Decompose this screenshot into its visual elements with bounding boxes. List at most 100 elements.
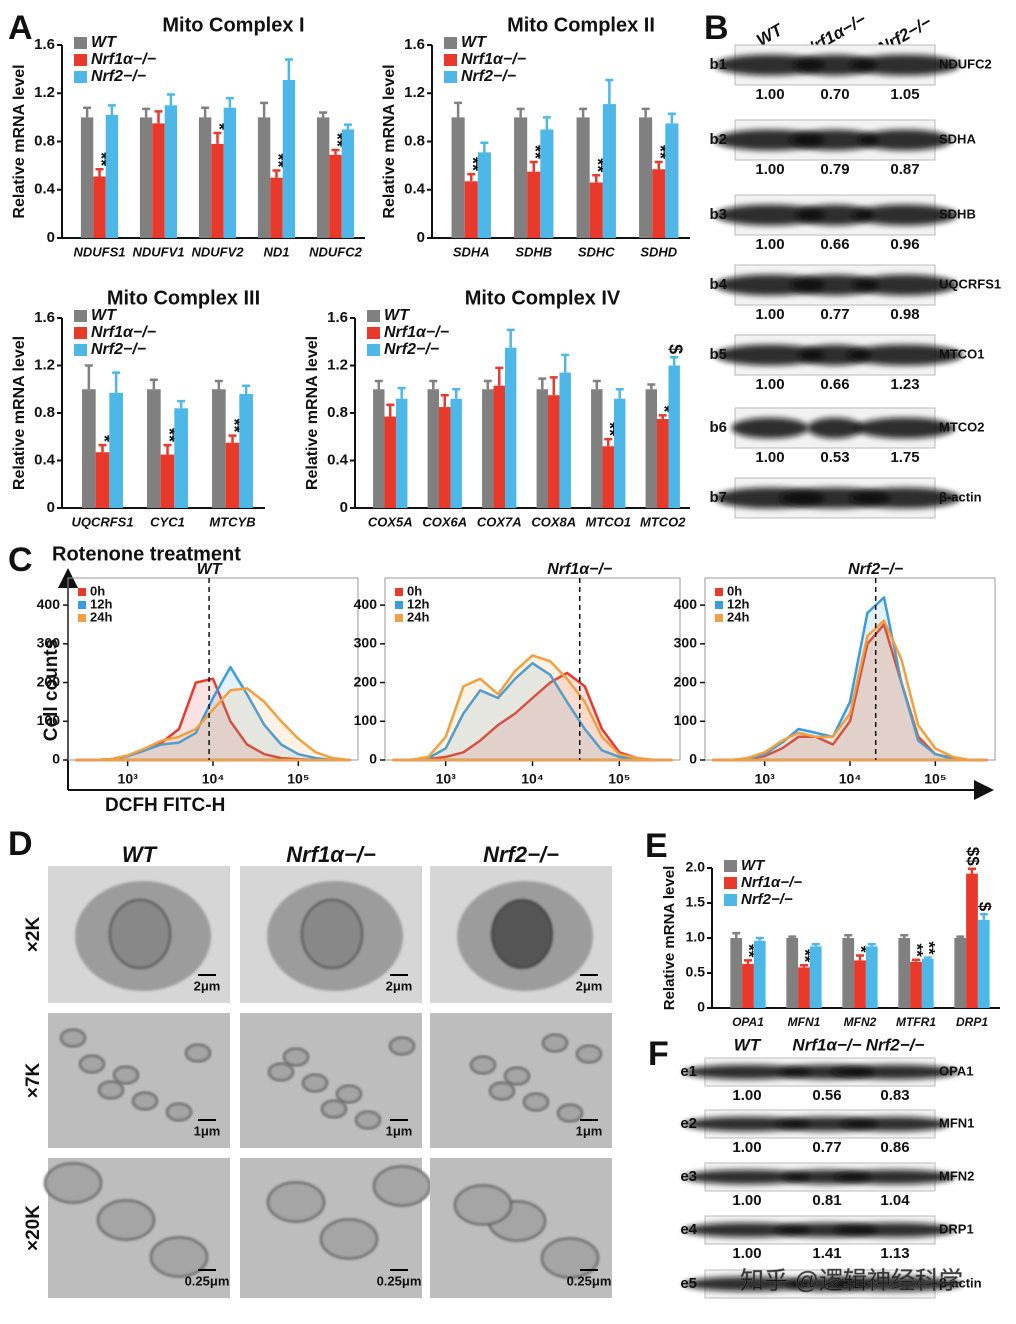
y-tick-label: 400 bbox=[674, 596, 698, 612]
mitochondrion bbox=[454, 1184, 512, 1226]
bar bbox=[223, 107, 237, 238]
y-tick-label: 1.2 bbox=[34, 84, 55, 101]
error-bar bbox=[516, 107, 525, 118]
legend-swatch bbox=[444, 54, 457, 66]
blot-band bbox=[852, 204, 958, 226]
y-tick-label: 0.5 bbox=[686, 964, 706, 980]
blot-quantification: 1.00 bbox=[755, 449, 784, 466]
error-bar bbox=[225, 96, 234, 108]
bar bbox=[257, 117, 271, 238]
chart-title: Rotenone treatment bbox=[52, 543, 241, 565]
protein-label: NDUFC2 bbox=[939, 56, 992, 71]
y-tick-label: 0.4 bbox=[327, 451, 349, 468]
y-tick-label: 0.4 bbox=[404, 181, 426, 198]
y-tick-label: 0 bbox=[689, 751, 697, 767]
blot-band bbox=[849, 54, 961, 76]
y-tick-label: 0.8 bbox=[34, 132, 55, 149]
error-bar bbox=[844, 933, 853, 938]
histogram-curve bbox=[712, 619, 988, 762]
legend-label: Nrf1α−/− bbox=[741, 874, 802, 891]
legend-label: Nrf1α−/− bbox=[91, 324, 156, 341]
x-tick-label: COX7A bbox=[477, 514, 522, 529]
legend-label: 24h bbox=[407, 609, 429, 624]
protein-label: MFN1 bbox=[939, 1115, 974, 1130]
error-bar bbox=[654, 160, 663, 170]
y-tick-label: 200 bbox=[354, 673, 378, 689]
blot-quantification: 1.13 bbox=[880, 1245, 909, 1262]
bar bbox=[613, 398, 626, 508]
bar bbox=[225, 442, 240, 508]
y-tick-label: 1.6 bbox=[404, 36, 425, 53]
bar bbox=[657, 418, 669, 508]
bar bbox=[160, 454, 175, 508]
protein-label: SDHA bbox=[939, 131, 976, 146]
blot-quantification: 1.00 bbox=[755, 306, 784, 323]
mitochondrion bbox=[113, 1065, 139, 1085]
x-tick-label: 10⁵ bbox=[924, 771, 946, 787]
y-axis-label: Relative mRNA level bbox=[11, 64, 28, 218]
panel-label: B bbox=[704, 9, 729, 47]
histogram-curve bbox=[75, 687, 351, 762]
x-tick-label: 10⁴ bbox=[839, 771, 862, 787]
mitochondrion bbox=[79, 1054, 105, 1074]
error-bar bbox=[452, 388, 461, 399]
legend-label: Nrf2−/− bbox=[384, 341, 439, 358]
x-tick-label: 10⁴ bbox=[521, 771, 544, 787]
mitochondrion bbox=[132, 1091, 158, 1111]
bar bbox=[395, 398, 408, 508]
bar bbox=[95, 452, 110, 508]
legend-swatch bbox=[715, 601, 723, 609]
x-tick-label: MTCYB bbox=[209, 514, 255, 529]
mitochondrion bbox=[268, 1062, 294, 1082]
bar bbox=[921, 959, 934, 1008]
blot-quantification: 1.00 bbox=[732, 1192, 761, 1209]
legend-swatch bbox=[395, 614, 403, 622]
x-tick-label: MTFR1 bbox=[896, 1015, 936, 1029]
error-bar bbox=[900, 933, 909, 938]
protein-label: β-actin bbox=[939, 489, 982, 504]
y-tick-label: 1.2 bbox=[404, 84, 425, 101]
x-tick-label: ND1 bbox=[263, 244, 289, 259]
blot-band bbox=[683, 1116, 811, 1132]
error-bar bbox=[214, 379, 223, 390]
blot-quantification: 0.77 bbox=[812, 1139, 841, 1156]
mitochondrion bbox=[283, 1047, 309, 1067]
error-bar bbox=[163, 443, 172, 455]
y-tick-label: 100 bbox=[354, 712, 378, 728]
error-bar bbox=[429, 379, 438, 390]
x-tick-label: NDUFC2 bbox=[309, 244, 362, 259]
error-bar bbox=[495, 366, 504, 386]
bar bbox=[645, 389, 658, 508]
x-axis-label: DCFH FITC-H bbox=[105, 795, 225, 816]
x-tick-label: NDUFS1 bbox=[73, 244, 125, 259]
protein-label: OPA1 bbox=[939, 1063, 973, 1078]
bar bbox=[239, 394, 253, 508]
error-bar bbox=[331, 148, 340, 155]
bar bbox=[668, 365, 680, 508]
blot-quantification: 1.04 bbox=[880, 1192, 910, 1209]
bar bbox=[373, 389, 385, 508]
y-tick-label: 0 bbox=[417, 229, 425, 246]
y-tick-label: 0.8 bbox=[404, 132, 425, 149]
blot-quantification: 0.77 bbox=[820, 306, 849, 323]
x-tick-label: 10⁴ bbox=[202, 771, 225, 787]
y-axis-label: Cell counts bbox=[41, 639, 62, 741]
y-tick-label: 200 bbox=[674, 673, 698, 689]
y-tick-label: 0 bbox=[52, 751, 60, 767]
bar bbox=[540, 129, 554, 238]
legend-swatch bbox=[74, 344, 87, 356]
error-bar bbox=[397, 386, 406, 399]
error-bar bbox=[84, 364, 93, 390]
error-bar bbox=[98, 443, 107, 453]
x-tick-label: MTCO1 bbox=[586, 514, 632, 529]
error-bar bbox=[867, 943, 876, 947]
blot-id: b7 bbox=[709, 489, 727, 506]
micrograph-header: WT bbox=[122, 842, 158, 867]
error-bar bbox=[670, 355, 679, 366]
scale-bar-label: 2μm bbox=[194, 978, 221, 993]
scale-bar-label: 0.25μm bbox=[567, 1273, 612, 1288]
blot-band bbox=[855, 417, 955, 439]
mitochondrion bbox=[166, 1102, 192, 1122]
blot-id: b1 bbox=[709, 56, 727, 73]
legend-swatch bbox=[724, 894, 737, 906]
